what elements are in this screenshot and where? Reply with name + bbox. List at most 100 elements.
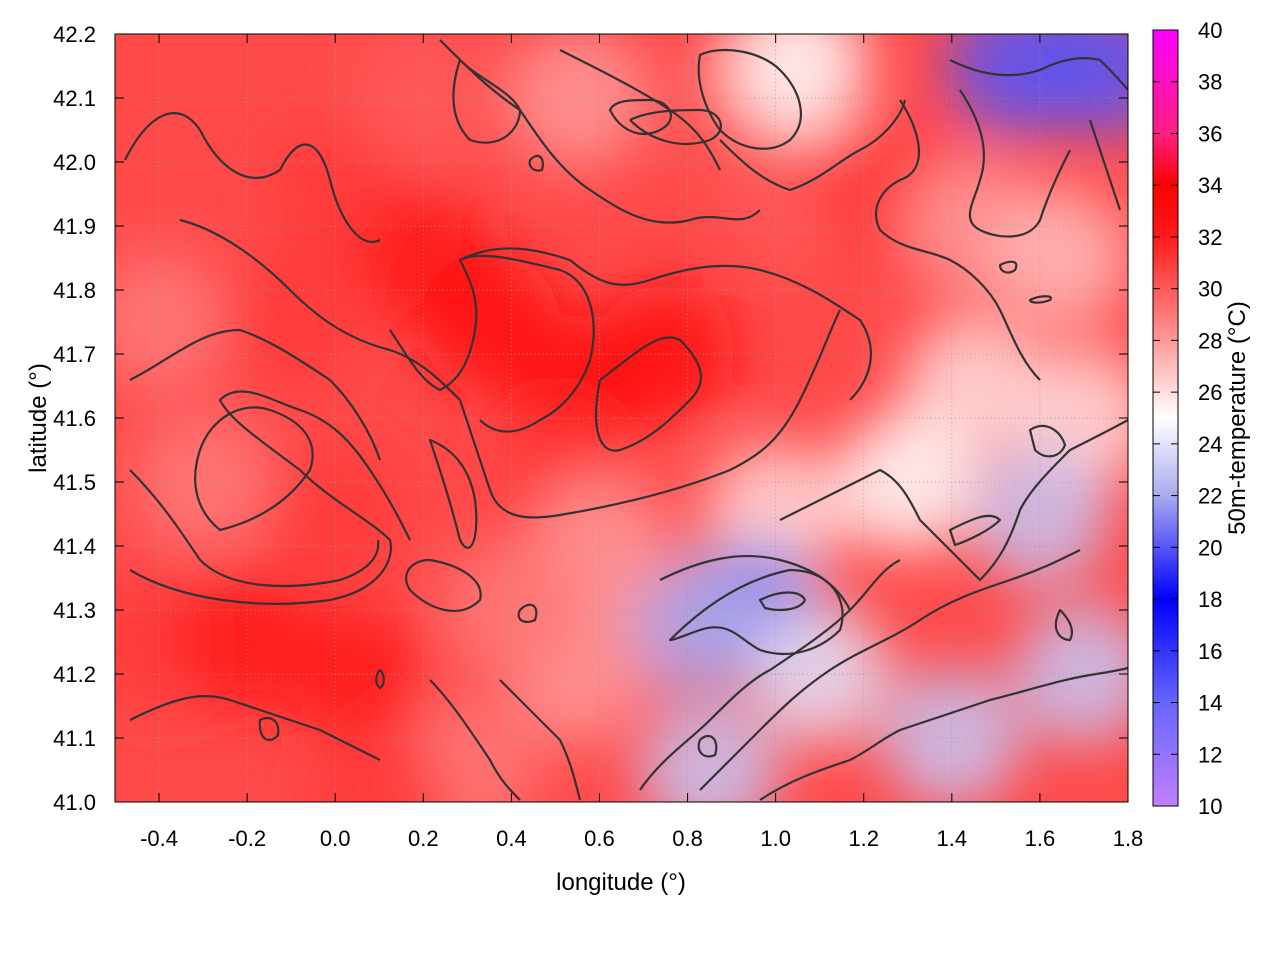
y-tick-label: 41.1 — [53, 726, 96, 751]
contour-line — [595, 336, 702, 452]
colorbar-tick-label: 16 — [1198, 639, 1222, 664]
contour-line — [1054, 608, 1074, 642]
colorbar: 10 12 14 16 18 20 22 24 26 28 30 32 34 36 38 40 50m-tem… — [1152, 18, 1251, 819]
colorbar-tick-label: 12 — [1198, 742, 1222, 767]
x-tick-label: 0.8 — [672, 826, 703, 851]
contour-line — [439, 39, 761, 224]
plot-area — [115, 34, 1128, 802]
temperature-sample — [727, 34, 868, 136]
colorbar-tick-label: 26 — [1198, 380, 1222, 405]
contour-line — [452, 59, 522, 144]
temperature-sample — [639, 700, 780, 802]
contour-line — [998, 260, 1018, 274]
x-tick-label: 1.2 — [848, 826, 879, 851]
contour-line — [1028, 424, 1067, 458]
x-axis-label: longitude (°) — [556, 869, 686, 896]
contour-line — [459, 247, 872, 401]
y-tick-label: 42.1 — [53, 86, 96, 111]
y-tick-label: 41.6 — [53, 406, 96, 431]
contour-line — [194, 406, 314, 532]
x-axis-ticks: -0.4 -0.2 0.0 0.2 0.4 0.6 0.8 1.0 1.2 1.4 1.6 1.8 — [140, 34, 1143, 851]
y-axis-ticks: 41.0 41.1 41.2 41.3 41.4 41.5 41.6 41.7 41.8 41.9… — [53, 22, 1128, 815]
colorbar-gradient — [1153, 30, 1178, 806]
colorbar-tick-label: 24 — [1198, 432, 1222, 457]
y-tick-label: 41.5 — [53, 470, 96, 495]
temperature-sample — [991, 188, 1128, 328]
contour-line — [124, 112, 381, 243]
x-tick-label: 1.8 — [1113, 826, 1144, 851]
x-tick-label: 0.2 — [408, 826, 439, 851]
x-tick-label: 0.6 — [584, 826, 615, 851]
contour-line — [1088, 119, 1122, 211]
x-tick-label: 1.6 — [1025, 826, 1056, 851]
temperature-sample — [221, 252, 362, 392]
y-tick-label: 41.7 — [53, 342, 96, 367]
contour-line — [779, 419, 1128, 582]
colorbar-tick-label: 20 — [1198, 535, 1222, 560]
contour-lines — [124, 39, 1128, 801]
contour-line — [429, 679, 521, 801]
colorbar-tick-label: 18 — [1198, 587, 1222, 612]
contour-line — [1028, 295, 1053, 304]
contour-line — [608, 98, 672, 135]
y-tick-label: 42.2 — [53, 22, 96, 47]
contour-line — [875, 99, 1041, 381]
contour-line — [639, 559, 901, 791]
contour-line — [949, 56, 1128, 91]
y-tick-label: 41.3 — [53, 598, 96, 623]
temperature-sample — [115, 252, 230, 392]
colorbar-tick-label: 28 — [1198, 328, 1222, 353]
x-tick-label: 1.0 — [760, 826, 791, 851]
contour-line — [959, 89, 1071, 238]
contour-line — [758, 591, 807, 611]
contour-line — [375, 668, 385, 690]
temperature-sample — [507, 34, 648, 168]
x-tick-label: -0.4 — [140, 826, 178, 851]
colorbar-label: 50m-temperature (°C) — [1224, 301, 1251, 535]
colorbar-frame — [1152, 29, 1179, 807]
colorbar-ticks: 10 12 14 16 18 20 22 24 26 28 30 32 34 36 38 40 — [1153, 18, 1222, 819]
colorbar-tick-label: 40 — [1198, 18, 1222, 43]
y-axis-label: latitude (°) — [25, 363, 52, 473]
contour-line — [759, 666, 1128, 801]
temperature-field — [115, 34, 1128, 802]
contour-line — [129, 694, 381, 761]
colorbar-tick-label: 14 — [1198, 691, 1222, 716]
contour-line — [179, 218, 841, 519]
contour-line — [668, 568, 844, 655]
contour-line — [129, 390, 411, 605]
contour-line — [405, 558, 482, 612]
contour-line — [129, 469, 380, 588]
colorbar-tick-label: 22 — [1198, 484, 1222, 509]
x-tick-label: 0.0 — [320, 826, 351, 851]
x-tick-label: 0.4 — [496, 826, 527, 851]
contour-line — [697, 734, 718, 758]
colorbar-tick-label: 38 — [1198, 70, 1222, 95]
contour-line — [697, 48, 802, 150]
colorbar-tick-label: 34 — [1198, 173, 1222, 198]
y-tick-label: 41.2 — [53, 662, 96, 687]
contour-line — [528, 154, 544, 172]
contour-line — [258, 717, 280, 742]
contour-line — [428, 438, 478, 549]
temperature-sample — [1013, 604, 1128, 744]
y-tick-label: 42.0 — [53, 150, 96, 175]
contour-line — [699, 549, 1081, 791]
temperature-sample — [287, 604, 428, 744]
colorbar-tick-label: 32 — [1198, 225, 1222, 250]
contour-line — [129, 328, 382, 461]
x-tick-label: -0.2 — [228, 826, 266, 851]
contour-line — [629, 108, 722, 145]
contour-line — [389, 254, 595, 433]
colorbar-tick-label: 30 — [1198, 277, 1222, 302]
temperature-sample — [309, 732, 450, 802]
y-tick-label: 41.9 — [53, 214, 96, 239]
grid-lines — [115, 34, 1128, 802]
temperature-sample — [1035, 34, 1128, 136]
y-tick-label: 41.4 — [53, 534, 96, 559]
colorbar-tick-label: 36 — [1198, 121, 1222, 146]
contour-line — [559, 49, 721, 171]
y-tick-label: 41.8 — [53, 278, 96, 303]
contour-line — [719, 99, 907, 192]
